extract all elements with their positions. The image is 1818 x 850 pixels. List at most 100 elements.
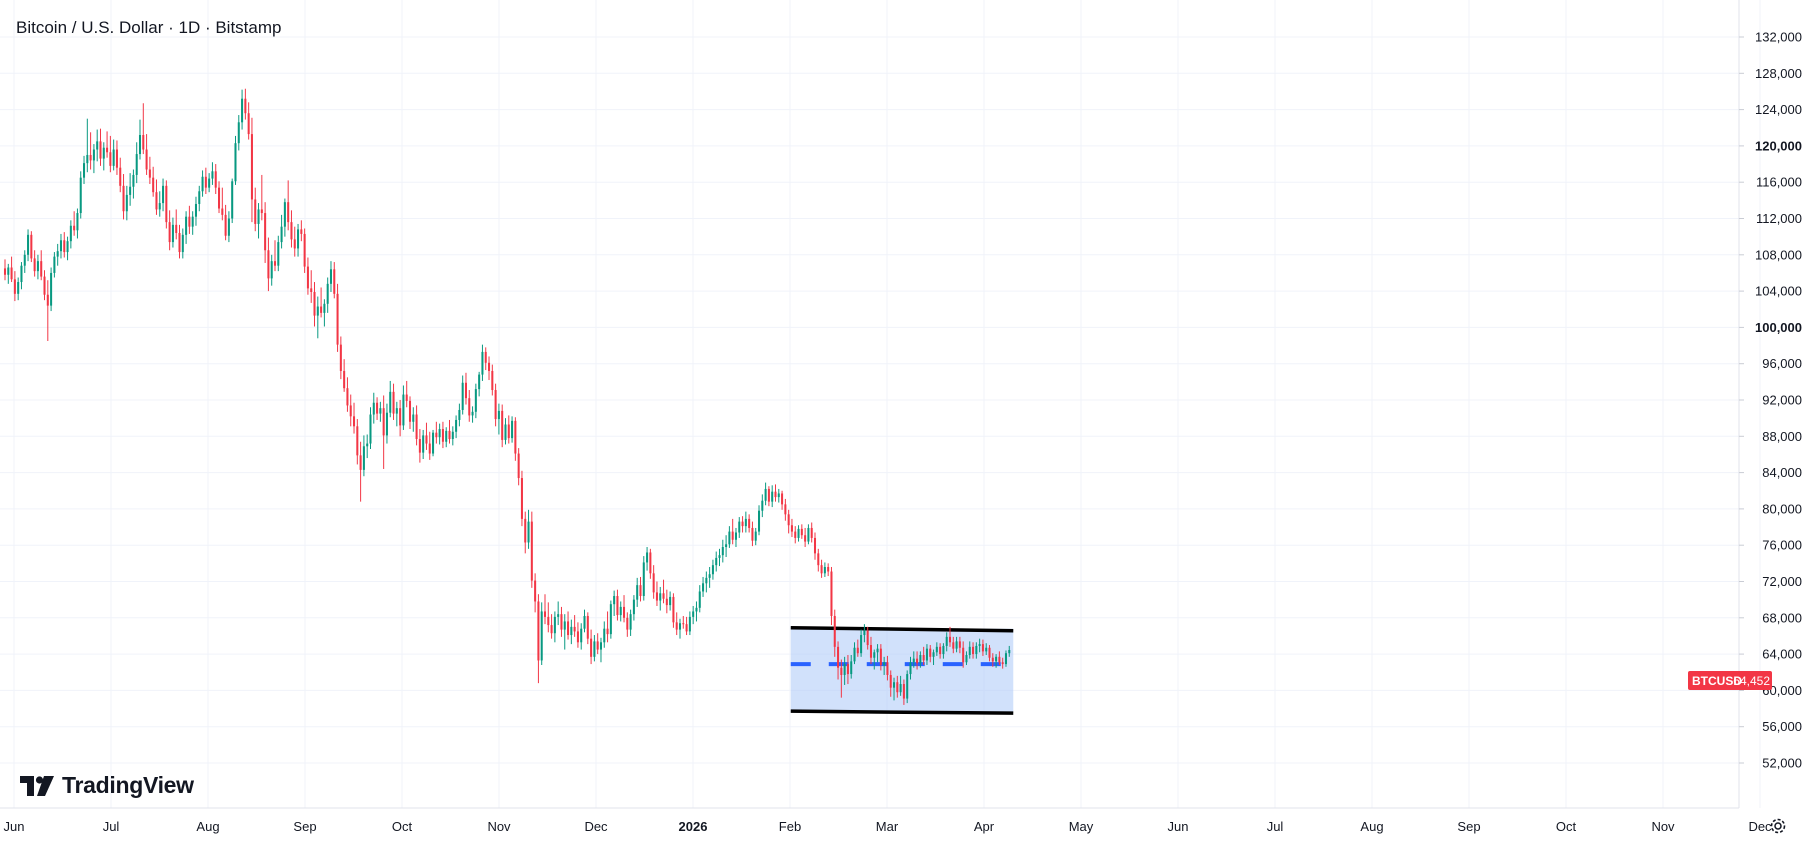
candle-body xyxy=(761,500,764,511)
candle-body xyxy=(17,282,20,294)
candle-body xyxy=(672,596,675,623)
candle xyxy=(432,429,435,457)
candle xyxy=(748,514,751,533)
candle xyxy=(346,377,349,412)
candle-body xyxy=(985,647,988,652)
time-axis-labels[interactable]: Jun Jul Aug Sep Oct Nov Dec 2026 Feb Mar Apr May Jun… xyxy=(4,819,1773,834)
candle-body xyxy=(425,435,428,444)
candle xyxy=(59,233,62,259)
candle xyxy=(649,548,652,579)
candle xyxy=(767,486,770,507)
candle-body xyxy=(570,626,573,636)
settings-button[interactable] xyxy=(1767,815,1789,837)
candle xyxy=(688,611,691,636)
candle xyxy=(692,606,695,625)
candle-body xyxy=(708,574,711,578)
candle xyxy=(731,518,734,545)
candle xyxy=(464,372,467,405)
candle xyxy=(395,401,398,427)
candle-body xyxy=(399,408,402,426)
candle xyxy=(339,336,342,380)
candle xyxy=(636,577,639,607)
candle xyxy=(580,623,583,650)
candle xyxy=(754,527,757,546)
candle-body xyxy=(257,209,260,224)
price-badge-background xyxy=(1688,671,1772,690)
candle xyxy=(171,217,174,248)
candle xyxy=(948,626,952,647)
candle-body xyxy=(629,614,632,630)
candle xyxy=(491,364,494,396)
candle-body xyxy=(889,674,892,688)
candle xyxy=(718,548,721,567)
candle xyxy=(537,594,540,684)
candle xyxy=(27,229,30,262)
candle-body xyxy=(767,488,770,502)
candle xyxy=(250,117,253,223)
candle xyxy=(3,259,7,281)
range-top-line[interactable] xyxy=(790,625,1014,633)
candle xyxy=(942,643,945,659)
candle-body xyxy=(616,596,619,616)
candle xyxy=(181,228,184,259)
candle xyxy=(36,254,39,280)
candle xyxy=(43,270,46,301)
candle-body xyxy=(734,532,737,540)
candle xyxy=(725,535,728,557)
candle-body xyxy=(119,167,122,186)
candle-body xyxy=(715,557,718,566)
candle-body xyxy=(968,646,971,656)
candle-body xyxy=(692,611,695,617)
candle-body xyxy=(830,571,833,616)
candle xyxy=(135,142,138,184)
candle xyxy=(511,416,514,443)
y-tick-label: 72,000 xyxy=(1762,574,1802,589)
candle-body xyxy=(929,648,932,657)
candle-body xyxy=(326,283,329,304)
x-tick-label: Oct xyxy=(392,819,413,834)
candle-body xyxy=(711,565,714,575)
candle-body xyxy=(945,636,948,646)
range-bottom-line[interactable] xyxy=(790,709,1014,715)
candle xyxy=(435,421,438,444)
candle-body xyxy=(543,611,547,617)
candle-body xyxy=(636,585,639,600)
candle xyxy=(557,601,560,626)
candle-body xyxy=(303,233,306,267)
candle xyxy=(270,254,273,286)
candle-body xyxy=(145,149,148,170)
candle-body xyxy=(432,432,435,454)
candle xyxy=(599,637,602,663)
candle-body xyxy=(76,213,79,231)
price-axis-labels[interactable]: 52,000 56,000 60,000 64,000 68,000 72,000 76,0… xyxy=(1739,30,1802,771)
candle xyxy=(244,88,247,120)
candle-body xyxy=(402,394,405,426)
candle-body xyxy=(590,638,593,657)
candle xyxy=(708,566,711,588)
candle-body xyxy=(356,426,359,456)
candle-body xyxy=(553,616,556,634)
candle xyxy=(869,636,872,665)
candle xyxy=(567,611,570,640)
candle-body xyxy=(981,644,984,652)
candle-body xyxy=(287,202,290,223)
candle-body xyxy=(79,177,82,214)
candle-body xyxy=(63,240,66,253)
candle xyxy=(336,283,339,352)
candle xyxy=(876,644,879,663)
candle xyxy=(646,547,649,571)
candle-body xyxy=(244,98,247,114)
candle xyxy=(441,421,444,449)
candle-body xyxy=(385,412,388,436)
candle-body xyxy=(415,414,418,440)
candle-body xyxy=(481,351,484,375)
candle xyxy=(665,589,668,614)
chart-title[interactable]: Bitcoin / U.S. Dollar · 1D · Bitstamp xyxy=(16,18,282,37)
y-tick-label: 132,000 xyxy=(1755,30,1802,45)
tradingview-logo[interactable]: TradingView xyxy=(20,772,194,799)
candle xyxy=(863,624,866,643)
candle-body xyxy=(820,565,823,574)
candle xyxy=(758,505,761,536)
